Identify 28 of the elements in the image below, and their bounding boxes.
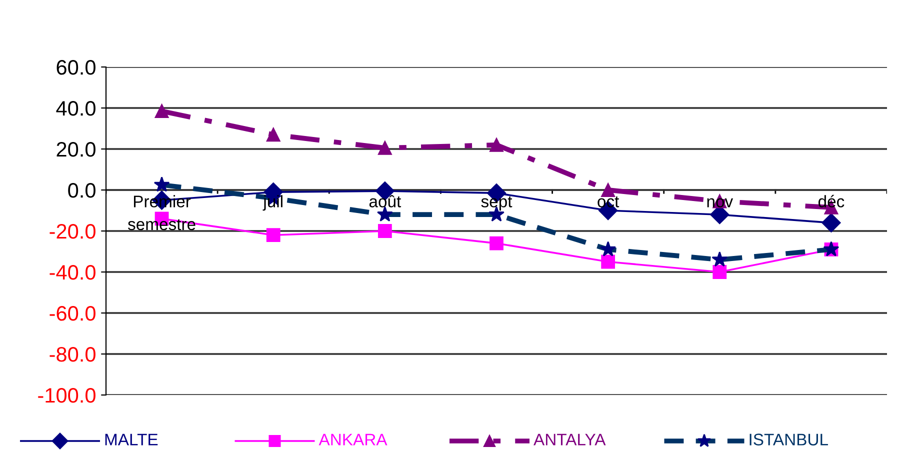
x-tick-label: sept xyxy=(481,196,512,211)
point xyxy=(378,224,392,238)
point xyxy=(490,236,504,250)
y-tick-label: -20.0 xyxy=(50,224,96,239)
point xyxy=(378,141,392,155)
x-tick-label: déc xyxy=(818,194,844,208)
x-tick-label: août xyxy=(369,195,402,208)
legend-label: MALTE xyxy=(105,434,158,446)
point xyxy=(822,213,841,232)
y-tick-label: -40.0 xyxy=(50,265,96,280)
point xyxy=(601,254,616,269)
point xyxy=(490,138,504,152)
point xyxy=(154,104,169,118)
legend-label: ANKARA xyxy=(318,434,388,446)
y-tick-label: -100.0 xyxy=(38,388,96,403)
y-tick-label: -60.0 xyxy=(50,306,96,321)
point xyxy=(601,183,616,197)
y-tick-label: 20.0 xyxy=(56,142,96,157)
legend-label: ANTALYA xyxy=(534,434,606,446)
point xyxy=(712,265,727,279)
y-tick-label: -80.0 xyxy=(50,347,96,362)
y-tick-label: 0.0 xyxy=(68,183,96,198)
x-tick-label: oct xyxy=(598,196,620,208)
y-tick-label: 60.0 xyxy=(56,60,96,75)
point xyxy=(266,128,280,142)
point xyxy=(266,228,280,242)
y-tick-label: 40.0 xyxy=(56,101,96,116)
legend-label: ISTANBUL xyxy=(750,434,828,446)
